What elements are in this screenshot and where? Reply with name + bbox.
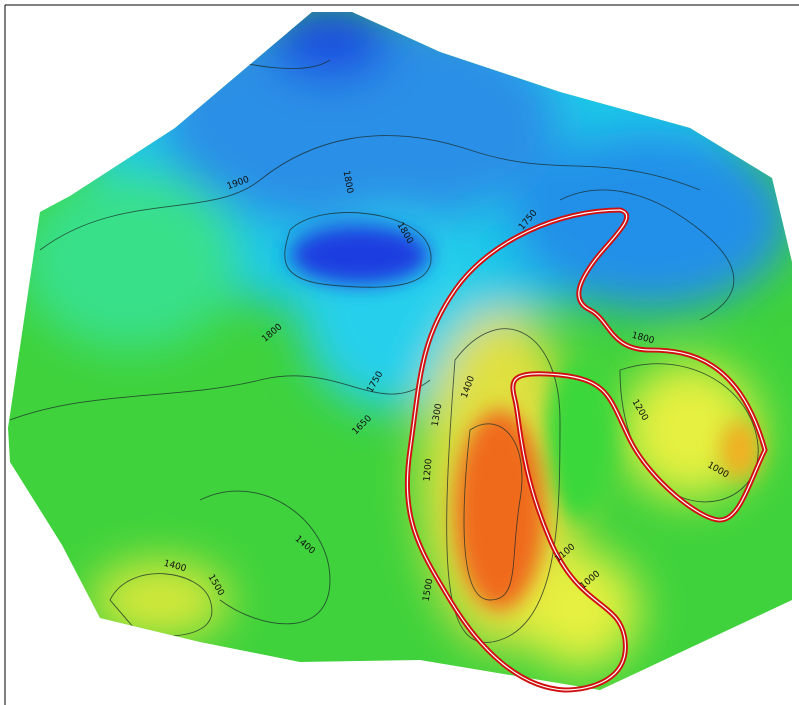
contour-map: 1900 1800 1800 1750 1800 1800 1750 1650 … [0,0,799,705]
contour-label: 1200 [423,458,435,482]
